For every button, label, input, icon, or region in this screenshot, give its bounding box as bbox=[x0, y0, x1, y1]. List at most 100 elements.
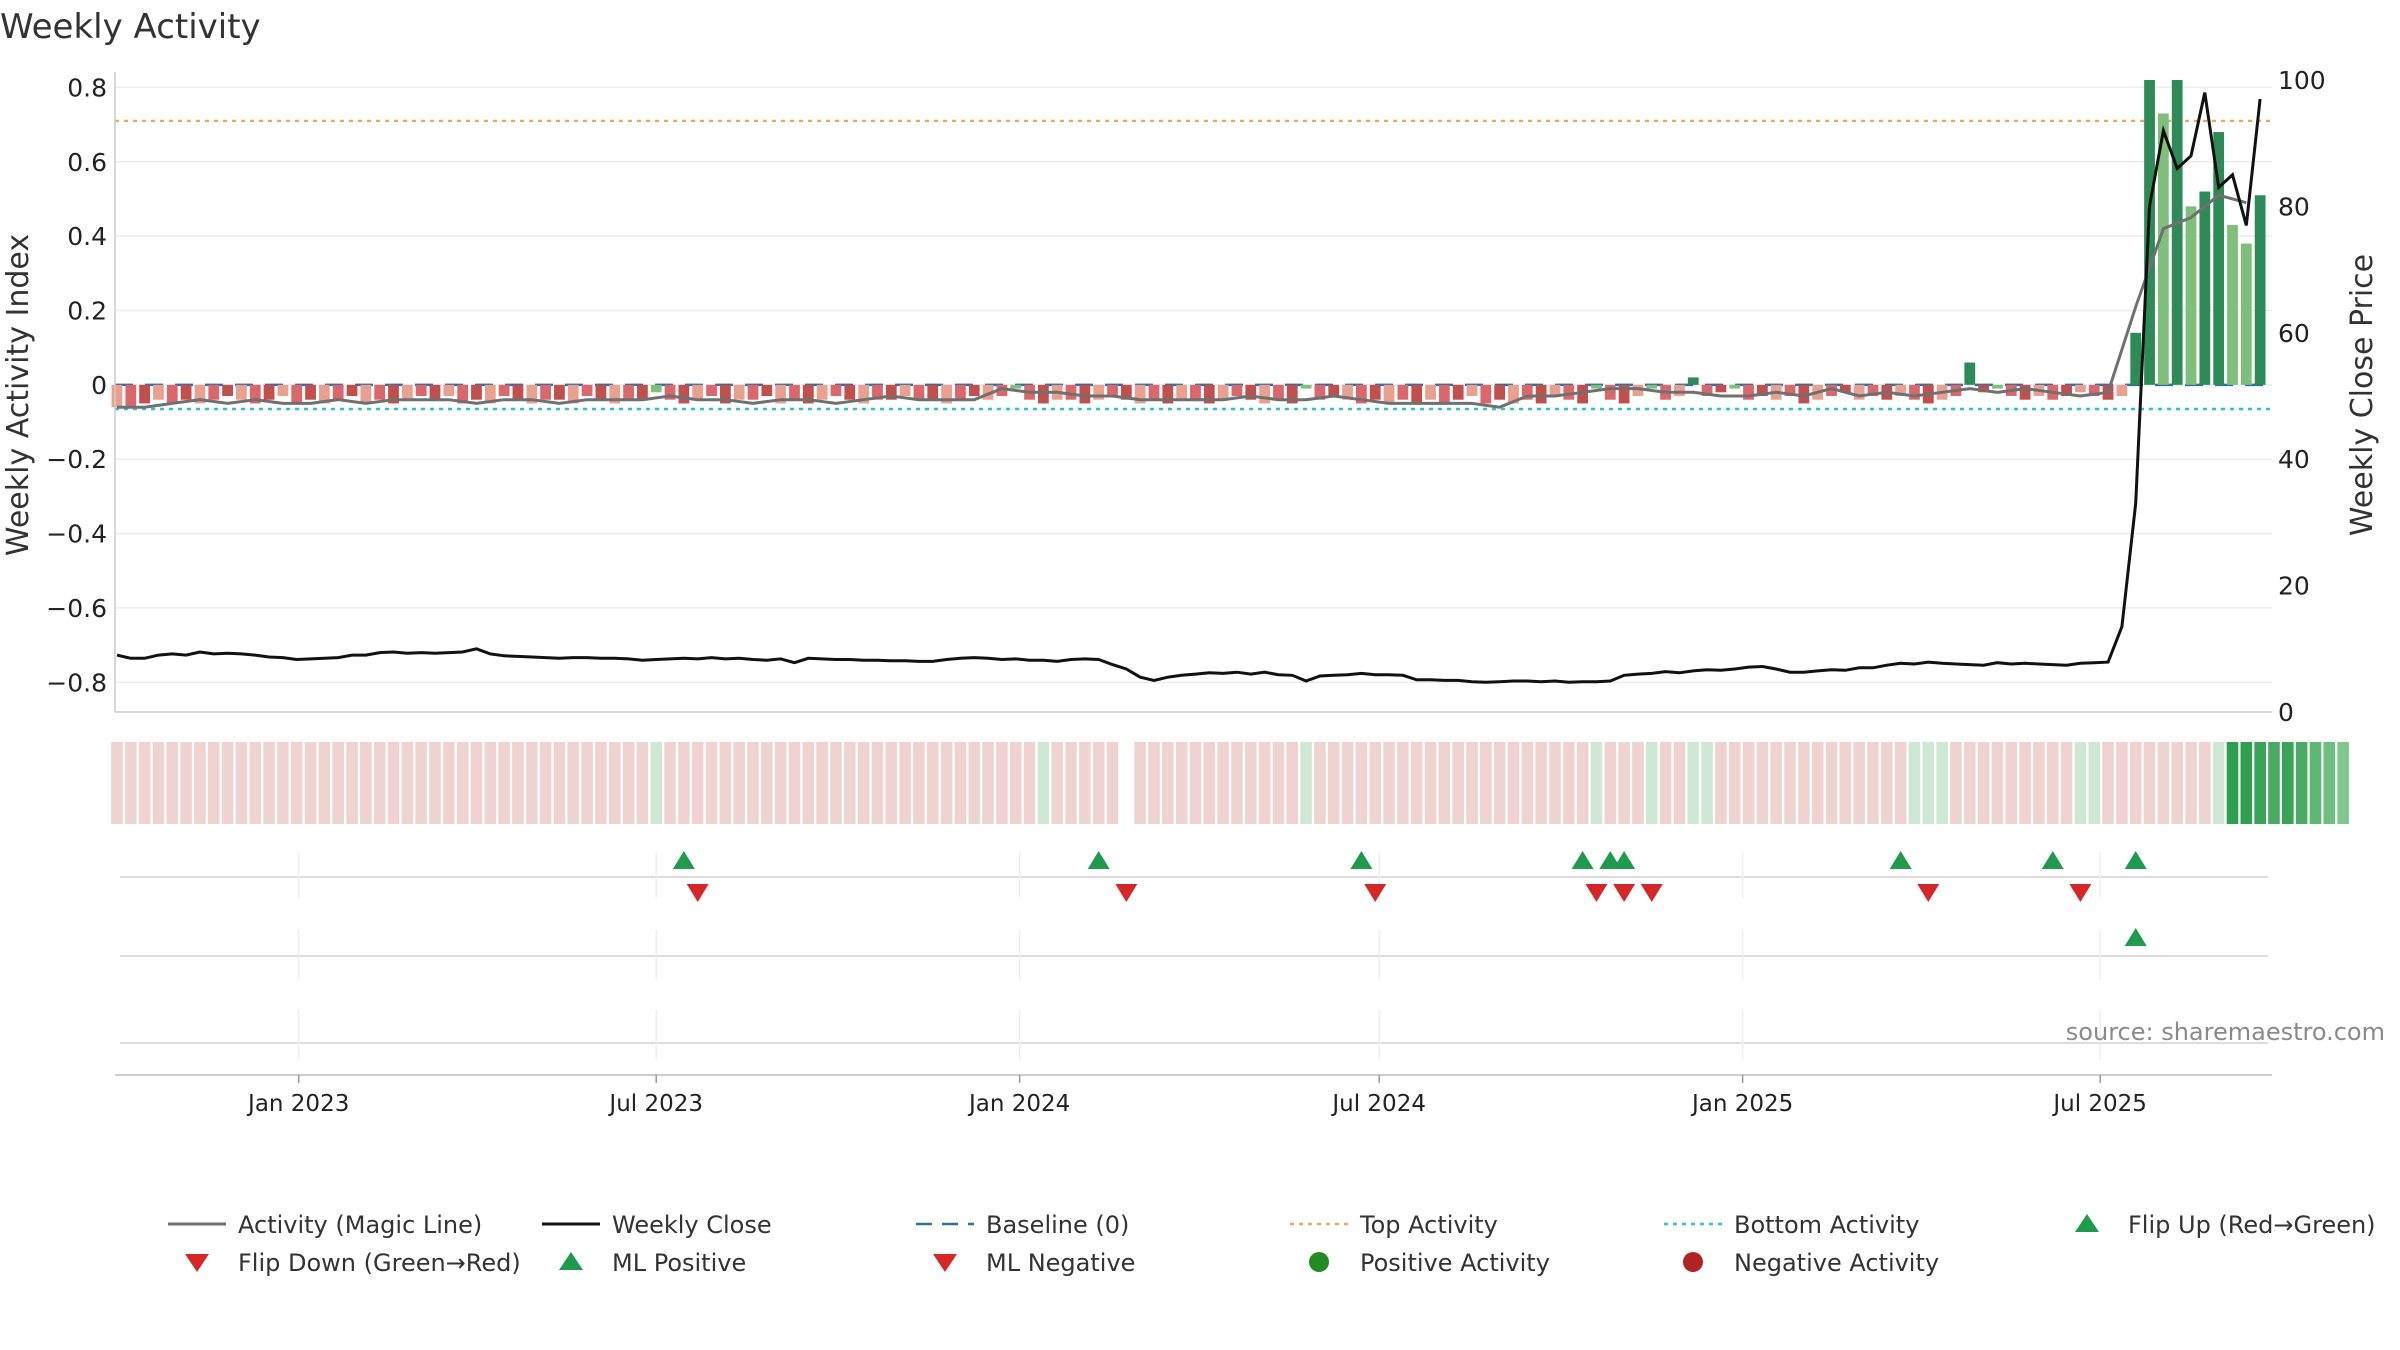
status-strip-cell bbox=[318, 742, 331, 824]
status-strip-cell bbox=[899, 742, 911, 824]
activity-bar bbox=[1729, 384, 1741, 389]
activity-bar bbox=[346, 384, 358, 396]
activity-bar bbox=[913, 384, 925, 400]
status-strip-cell bbox=[152, 742, 165, 824]
activity-bar bbox=[1231, 384, 1243, 396]
activity-bar bbox=[1203, 384, 1215, 404]
y-tick-label-left: 0.4 bbox=[67, 222, 107, 251]
status-strip-cell bbox=[2143, 742, 2156, 824]
activity-bar bbox=[236, 384, 247, 400]
flip-down-marker bbox=[1917, 884, 1940, 902]
status-strip-cell bbox=[484, 742, 497, 824]
activity-bar bbox=[222, 384, 233, 396]
activity-bar bbox=[996, 384, 1008, 396]
activity-bar bbox=[1300, 384, 1312, 389]
legend-item: Bottom Activity bbox=[1664, 1211, 1919, 1239]
status-strip-cell bbox=[1175, 742, 1188, 824]
status-strip-cell bbox=[2157, 742, 2170, 824]
flip-markers bbox=[120, 851, 2268, 1060]
y-tick-label-left: 0.2 bbox=[67, 296, 107, 325]
activity-bar bbox=[1701, 384, 1713, 396]
status-strip-cell bbox=[235, 742, 248, 824]
activity-bar bbox=[2227, 224, 2238, 385]
activity-bar bbox=[2240, 243, 2252, 385]
y-tick-label-right: 80 bbox=[2278, 192, 2310, 221]
activity-bar bbox=[1273, 384, 1284, 400]
status-strip-cell bbox=[1314, 742, 1326, 824]
activity-bar bbox=[1079, 384, 1091, 404]
status-strip-cell bbox=[705, 742, 718, 824]
activity-bar bbox=[775, 384, 787, 404]
activity-bar bbox=[595, 384, 607, 400]
status-strip-cell bbox=[664, 742, 676, 824]
status-strip-cell bbox=[1327, 742, 1340, 824]
status-strip-cell bbox=[2088, 742, 2101, 824]
status-strip-cell bbox=[1189, 742, 1202, 824]
activity-bar bbox=[1438, 384, 1450, 404]
status-strip bbox=[111, 742, 2349, 824]
activity-bar bbox=[1992, 384, 2003, 389]
ml-positive-marker bbox=[2124, 928, 2147, 946]
status-strip-cell bbox=[1466, 742, 1478, 824]
y-tick-label-left: 0.6 bbox=[67, 148, 107, 177]
activity-bar bbox=[457, 384, 469, 404]
status-strip-cell bbox=[1535, 742, 1547, 824]
legend-swatch-triangle-down bbox=[185, 1254, 209, 1272]
activity-bar bbox=[1549, 384, 1561, 396]
status-strip-cell bbox=[470, 742, 483, 824]
status-strip-cell bbox=[2337, 742, 2349, 824]
activity-bar bbox=[830, 384, 842, 396]
legend-item: Flip Down (Green→Red) bbox=[185, 1249, 521, 1277]
status-strip-cell bbox=[1549, 742, 1561, 824]
status-strip-cell bbox=[1480, 742, 1492, 824]
activity-bar bbox=[153, 384, 164, 400]
activity-bar bbox=[968, 384, 980, 396]
status-strip-cell bbox=[830, 742, 842, 824]
activity-bar bbox=[1798, 384, 1810, 404]
status-strip-cell bbox=[1659, 742, 1672, 824]
activity-bar bbox=[733, 384, 745, 400]
y-axis-label-right: Weekly Close Price bbox=[2345, 254, 2380, 536]
status-strip-cell bbox=[1825, 742, 1838, 824]
status-strip-cell bbox=[857, 742, 870, 824]
status-strip-cell bbox=[595, 742, 607, 824]
status-strip-cell bbox=[719, 742, 732, 824]
x-tick-label: Jan 2025 bbox=[1690, 1091, 1793, 1117]
y-tick-label-left: 0.8 bbox=[67, 73, 107, 102]
activity-bar bbox=[249, 384, 261, 404]
activity-bar bbox=[194, 384, 206, 404]
status-strip-cell bbox=[788, 742, 801, 824]
activity-bar bbox=[471, 384, 482, 400]
status-strip-cell bbox=[954, 742, 967, 824]
y-tick-label-right: 20 bbox=[2278, 572, 2310, 601]
activity-bar bbox=[1674, 384, 1685, 396]
activity-bar bbox=[2199, 191, 2211, 385]
status-strip-cell bbox=[1936, 742, 1948, 824]
status-strip-cell bbox=[1507, 742, 1520, 824]
status-strip-cell bbox=[816, 742, 828, 824]
activity-bar bbox=[664, 384, 676, 400]
activity-bar bbox=[1964, 362, 1976, 385]
status-strip-cell bbox=[2171, 742, 2183, 824]
activity-bar bbox=[637, 384, 648, 400]
activity-bar bbox=[1508, 384, 1519, 404]
status-strip-cell bbox=[774, 742, 787, 824]
activity-bar bbox=[415, 384, 427, 396]
status-strip-cell bbox=[650, 742, 663, 824]
y-tick-label-left: −0.8 bbox=[46, 668, 107, 697]
status-strip-cell bbox=[360, 742, 372, 824]
activity-bar bbox=[844, 384, 856, 400]
status-strip-cell bbox=[1203, 742, 1216, 824]
activity-bar bbox=[899, 384, 911, 396]
y-tick-label-left: −0.2 bbox=[46, 445, 107, 474]
status-strip-cell bbox=[304, 742, 317, 824]
activity-bar bbox=[1314, 384, 1326, 400]
status-strip-cell bbox=[982, 742, 994, 824]
legend-label: Activity (Magic Line) bbox=[238, 1211, 482, 1239]
activity-bar bbox=[2061, 384, 2072, 396]
activity-bar bbox=[484, 384, 496, 404]
status-strip-cell bbox=[1811, 742, 1824, 824]
status-strip-cell bbox=[1632, 742, 1644, 824]
activity-bar bbox=[2157, 113, 2169, 385]
status-strip-cell bbox=[1839, 742, 1852, 824]
